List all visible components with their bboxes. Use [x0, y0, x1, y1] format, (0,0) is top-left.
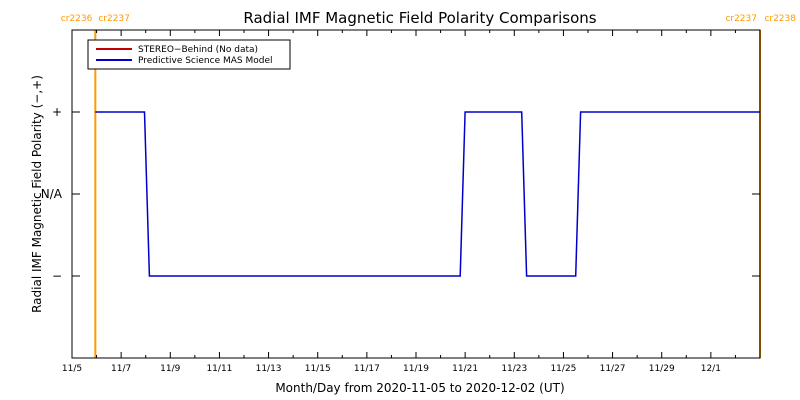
series-lines	[95, 111, 760, 277]
carrington-label-right: cr2237	[98, 14, 130, 24]
x-tick-label: 11/13	[256, 364, 282, 374]
plot-frame	[71, 29, 761, 359]
x-tick-label: 11/27	[600, 364, 626, 374]
chart-title: Radial IMF Magnetic Field Polarity Compa…	[243, 9, 596, 27]
x-tick-label: 11/17	[354, 364, 380, 374]
series-line	[95, 111, 760, 277]
x-tick-label: 11/9	[160, 364, 180, 374]
x-tick-label: 11/5	[62, 364, 82, 374]
legend-box	[87, 39, 291, 70]
carrington-label-left: cr2236	[61, 14, 93, 24]
y-tick-label: +	[52, 105, 62, 119]
x-axis: 11/5 11/7 11/9 11/11 11/13 11/15 11/17 11/19 11/…	[62, 30, 736, 374]
x-tick-label: 11/7	[111, 364, 131, 374]
x-tick-label: 11/21	[452, 364, 478, 374]
y-axis-title: Radial IMF Magnetic Field Polarity (−,+)	[30, 75, 44, 313]
x-tick-label: 11/25	[550, 364, 576, 374]
legend-label: STEREO−Behind (No data)	[138, 45, 258, 55]
x-tick-label: 11/29	[649, 364, 675, 374]
x-tick-label: 11/11	[206, 364, 232, 374]
carrington-label-right: cr2238	[764, 14, 796, 24]
carrington-label-left: cr2237	[725, 14, 757, 24]
x-tick-label: 12/1	[701, 364, 721, 374]
legend: STEREO−Behind (No data)Predictive Scienc…	[87, 39, 291, 70]
y-tick-label: N/A	[41, 187, 63, 201]
legend-label: Predictive Science MAS Model	[138, 56, 273, 66]
x-tick-label: 11/23	[501, 364, 527, 374]
x-tick-label: 11/15	[305, 364, 331, 374]
y-tick-label: −	[52, 269, 62, 283]
x-tick-label: 11/19	[403, 364, 429, 374]
x-axis-title: Month/Day from 2020-11-05 to 2020-12-02 …	[275, 381, 564, 395]
